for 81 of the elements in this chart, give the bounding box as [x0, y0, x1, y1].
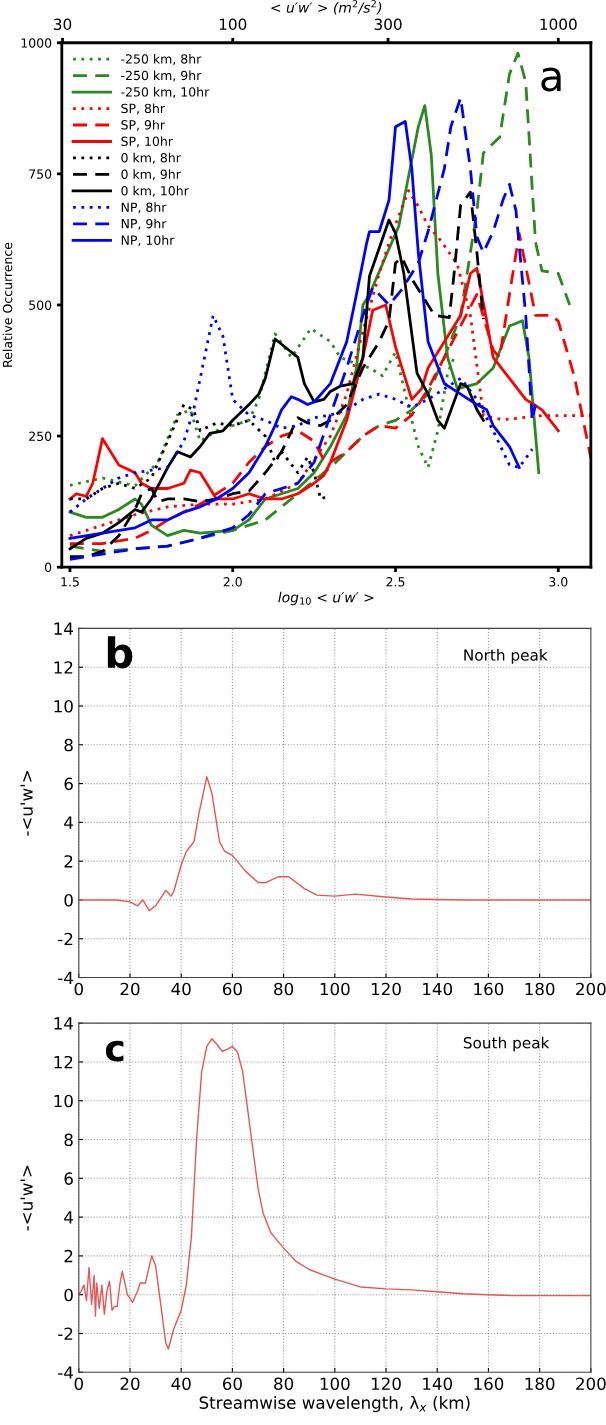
x-tick-label: 80	[274, 1377, 294, 1391]
y-tick-label: 4	[64, 1211, 73, 1224]
annotation: a	[541, 67, 561, 92]
annotation: South peak	[463, 1036, 550, 1052]
line-series	[78, 1037, 591, 1350]
y-tick-label: 6	[64, 777, 73, 791]
x2-axis-title: < u′w′ > (m$^{2}$/s$^{2}$)	[271, 0, 382, 15]
y-tick-label: 2	[64, 1249, 73, 1263]
legend-label: 0 km, 8hr	[121, 152, 181, 164]
legend-label: NP, 8hr	[121, 202, 167, 214]
line-series	[68, 51, 572, 553]
legend-label: NP, 10hr	[121, 235, 175, 247]
y-tick-label: -2	[58, 1327, 73, 1340]
y-tick-label: -2	[58, 932, 73, 946]
x-tick-label: 0	[74, 1377, 83, 1391]
x-tick-label: 120	[371, 1377, 401, 1391]
x-tick-label: 100	[320, 982, 350, 996]
x-axis-title: Streamwise wavelength, λ$_{x}$ (km)	[199, 1396, 470, 1413]
legend-label: NP, 9hr	[121, 218, 167, 230]
y-tick-label: 0	[64, 1288, 73, 1302]
x-tick-label: 40	[171, 982, 191, 996]
y-tick-label: 12	[54, 661, 73, 674]
annotation: North peak	[464, 648, 548, 664]
y-tick-label: 500	[29, 300, 52, 310]
x-tick-label: 1.5	[61, 577, 79, 587]
x-tick-label: 160	[474, 1377, 504, 1391]
legend-label: SP, 8hr	[121, 103, 165, 115]
x-tick-label: 2.0	[223, 577, 242, 587]
x-tick-label: 100	[320, 1377, 350, 1391]
y-axis-title: -<u'w'>	[20, 771, 33, 836]
y-tick-label: 2	[64, 855, 73, 868]
x-tick-label: 160	[474, 982, 504, 996]
y-tick-label: 6	[64, 1172, 73, 1185]
x2-tick-label: 1000	[540, 18, 577, 31]
legend-label: SP, 10hr	[121, 136, 173, 148]
x-tick-label: 180	[525, 982, 555, 996]
legend-label: -250 km, 10hr	[121, 86, 210, 98]
x-tick-label: 80	[274, 982, 294, 996]
y-tick-label: 1000	[21, 38, 52, 48]
y-axis-title: -<u'w'>	[20, 1165, 33, 1231]
y-tick-label: 10	[54, 1094, 73, 1108]
legend-label: SP, 9hr	[121, 119, 165, 131]
x-tick-label: 60	[222, 982, 242, 996]
y-tick-label: 750	[29, 169, 52, 179]
x-tick-label: 2.5	[386, 577, 405, 587]
y-tick-label: 4	[64, 816, 73, 829]
annotation: c	[105, 1040, 124, 1062]
legend-label: 0 km, 10hr	[121, 185, 189, 197]
x-tick-label: 200	[576, 982, 606, 996]
y-tick-label: -4	[58, 1366, 73, 1379]
x-tick-label: 0	[74, 982, 83, 996]
x-tick-label: 120	[371, 982, 401, 996]
y-tick-label: 12	[54, 1055, 73, 1069]
annotation: b	[107, 636, 133, 669]
x-tick-label: 180	[525, 1377, 555, 1391]
legend-label: -250 km, 9hr	[121, 70, 202, 82]
y-tick-label: 14	[54, 622, 73, 635]
y-tick-label: 10	[54, 699, 73, 713]
x2-tick-label: 100	[219, 18, 247, 31]
x-tick-label: 140	[423, 982, 453, 996]
x-tick-label: 20	[120, 982, 140, 996]
x-tick-label: 40	[171, 1377, 191, 1391]
x-tick-label: 60	[222, 1377, 242, 1391]
y-tick-label: 8	[64, 1133, 73, 1147]
y-tick-label: 0	[44, 562, 52, 573]
x2-tick-label: 30	[53, 18, 72, 31]
x-axis-title: log$_{10}$ < u′w′ >	[278, 591, 374, 606]
x-tick-label: 20	[120, 1377, 140, 1391]
x-tick-label: 3.0	[549, 577, 568, 587]
y-tick-label: 0	[64, 893, 73, 907]
line-series	[78, 776, 591, 912]
y-tick-label: 8	[64, 738, 73, 752]
y-tick-label: 250	[29, 431, 52, 441]
y-tick-label: -4	[58, 971, 73, 984]
legend-label: -250 km, 8hr	[121, 54, 202, 65]
x-tick-label: 140	[423, 1377, 453, 1391]
x2-tick-label: 300	[374, 18, 402, 31]
y-tick-label: 14	[54, 1017, 73, 1030]
legend-label: 0 km, 9hr	[121, 169, 181, 181]
x-tick-label: 200	[576, 1377, 606, 1391]
y-axis-title: Relative Occurrence	[2, 242, 13, 367]
